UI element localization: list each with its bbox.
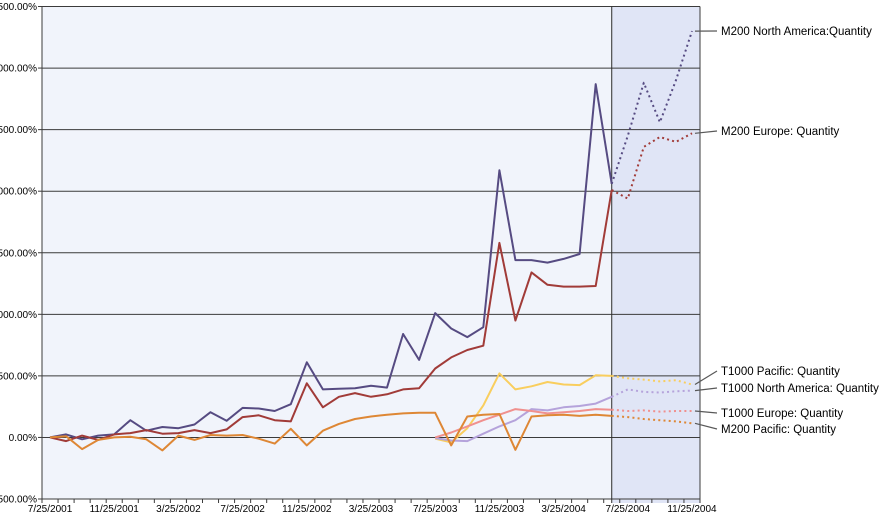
x-axis-tick-label: 11/25/2003 [475, 504, 525, 514]
x-axis-tick-label: 7/25/2004 [606, 504, 651, 514]
x-axis-tick-label: 3/25/2003 [349, 504, 394, 514]
x-axis-tick-label: 3/25/2004 [541, 504, 586, 514]
y-axis-tick-label: 1000.00% [0, 310, 37, 321]
y-axis-tick-label: 3500.00% [0, 2, 37, 13]
x-axis-tick-label: 11/25/2002 [282, 504, 332, 514]
y-axis-tick-label: 2000.00% [0, 187, 37, 198]
y-axis-tick-label: 1500.00% [0, 248, 37, 259]
x-axis-tick-label: 11/25/2004 [667, 504, 717, 514]
series-label-t1000-europe-quantity: T1000 Europe: Quantity [721, 408, 843, 420]
y-axis-tick-label: 2500.00% [0, 125, 37, 136]
series-label-m200-north-america-quantity: M200 North America:Quantity [721, 26, 872, 38]
series-label-t1000-north-america-quantity: T1000 North America: Quantity [721, 383, 879, 395]
series-label-t1000-pacific-quantity: T1000 Pacific: Quantity [721, 366, 840, 378]
y-axis-tick-label: 0.00% [9, 433, 37, 444]
x-axis-tick-label: 7/25/2003 [413, 504, 458, 514]
x-axis-tick-label: 11/25/2001 [90, 504, 140, 514]
x-axis-tick-label: 7/25/2002 [220, 504, 265, 514]
series-label-m200-pacific-quantity: M200 Pacific: Quantity [721, 424, 836, 436]
series-label-m200-europe-quantity: M200 Europe: Quantity [721, 126, 840, 138]
y-axis-tick-label: 3000.00% [0, 64, 37, 75]
x-axis-tick-label: 7/25/2001 [28, 504, 73, 514]
x-axis-tick-label: 3/25/2002 [156, 504, 201, 514]
forecast-region [612, 7, 700, 504]
y-axis-tick-label: 500.00% [0, 371, 37, 382]
